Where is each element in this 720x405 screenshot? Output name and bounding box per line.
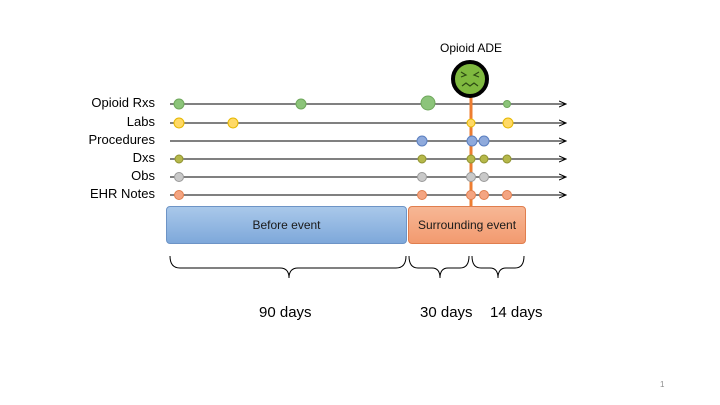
- dot-obs: [466, 172, 476, 182]
- dot-dxs: [502, 154, 512, 164]
- brace-before: [169, 255, 407, 279]
- dot-opioid-rxs: [420, 95, 436, 111]
- brace-around: [408, 255, 470, 279]
- event-label: Opioid ADE: [440, 41, 503, 55]
- surrounding-event-label: Surrounding event: [417, 218, 517, 232]
- before-event-label: Before event: [252, 218, 321, 232]
- dot-procedures: [478, 135, 490, 147]
- row-label-ehr-notes: EHR Notes: [89, 186, 155, 201]
- dot-dxs: [479, 154, 489, 164]
- row-label-dxs: Dxs: [132, 150, 155, 165]
- dot-ehr-notes: [417, 190, 427, 200]
- page-number: 1: [660, 380, 665, 389]
- dot-dxs: [466, 154, 476, 164]
- dot-ehr-notes: [174, 190, 184, 200]
- duration-after: 14 days: [490, 304, 543, 321]
- duration-before: 90 days: [259, 304, 312, 321]
- row-label-opioid-rxs: Opioid Rxs: [91, 95, 155, 110]
- before-event-box: Before event: [166, 206, 407, 244]
- dot-obs: [479, 172, 489, 182]
- dot-ehr-notes: [502, 190, 512, 200]
- dot-opioid-rxs: [295, 98, 307, 110]
- row-label-procedures: Procedures: [88, 132, 155, 147]
- dot-ehr-notes: [466, 190, 476, 200]
- dot-labs: [227, 117, 239, 129]
- dot-labs: [502, 117, 514, 129]
- dot-dxs: [174, 154, 184, 164]
- row-label-labs: Labs: [126, 114, 155, 129]
- row-label-obs: Obs: [131, 168, 155, 183]
- dot-ehr-notes: [479, 190, 489, 200]
- dot-labs: [173, 117, 185, 129]
- dot-procedures: [416, 135, 428, 147]
- dot-opioid-rxs: [173, 98, 185, 110]
- duration-around: 30 days: [420, 304, 473, 321]
- brace-after: [471, 255, 525, 279]
- dot-opioid-rxs: [503, 100, 511, 108]
- surrounding-event-box: Surrounding event: [408, 206, 526, 244]
- dot-labs: [466, 118, 476, 128]
- dot-dxs: [417, 154, 427, 164]
- sick-face-icon: [451, 60, 489, 98]
- dot-obs: [417, 172, 427, 182]
- dot-obs: [174, 172, 184, 182]
- dot-procedures: [466, 135, 478, 147]
